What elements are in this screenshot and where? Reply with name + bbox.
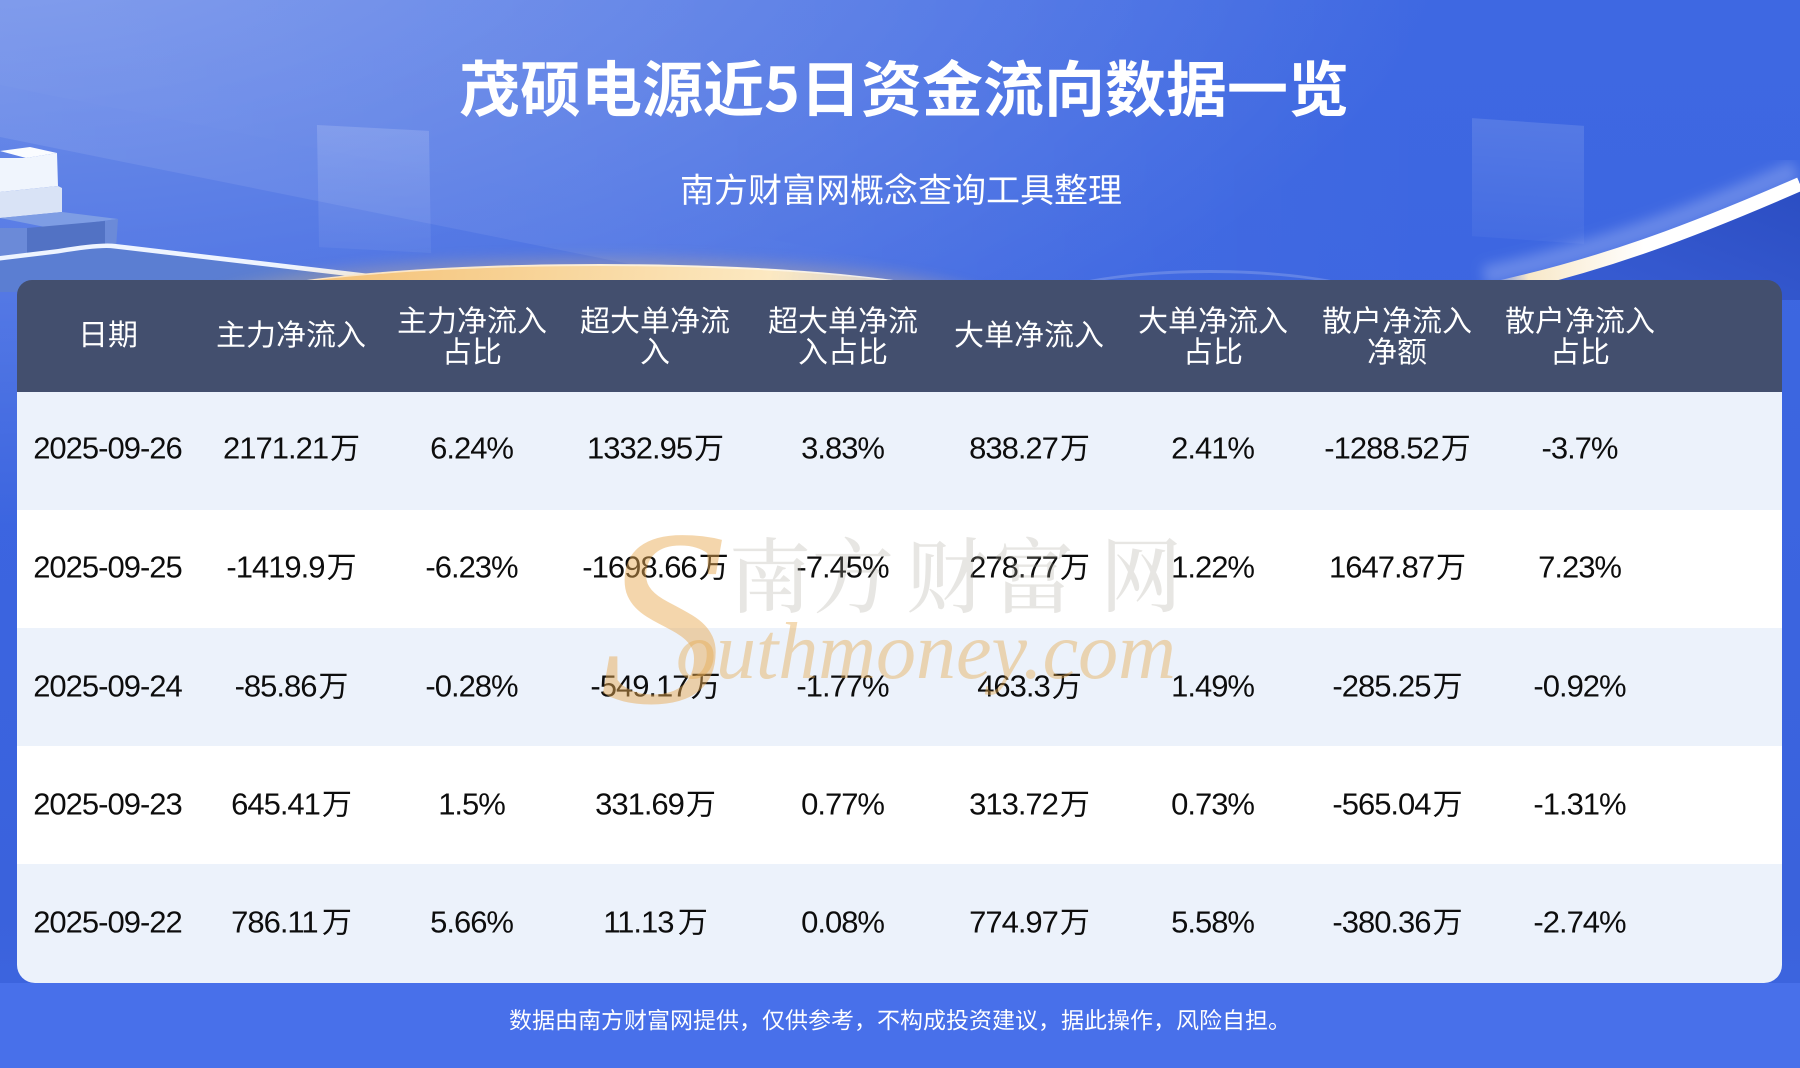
svg-text:-380.36: -380.36	[1332, 905, 1430, 940]
svg-text:0.08%: 0.08%	[801, 905, 884, 940]
svg-text:-1698.66: -1698.66	[582, 550, 696, 585]
svg-text:2.41%: 2.41%	[1171, 431, 1254, 466]
svg-text:11.13: 11.13	[603, 905, 673, 940]
svg-text:5.58%: 5.58%	[1171, 905, 1254, 940]
svg-text:1.49%: 1.49%	[1171, 669, 1254, 704]
svg-text:-1.77%: -1.77%	[796, 669, 889, 704]
svg-text:2025-09-26: 2025-09-26	[33, 431, 182, 466]
svg-text:786.11: 786.11	[231, 905, 318, 940]
svg-text:331.69: 331.69	[595, 787, 684, 822]
svg-text:-3.7%: -3.7%	[1542, 431, 1618, 466]
svg-text:-0.28%: -0.28%	[425, 669, 518, 704]
svg-text:5.66%: 5.66%	[430, 905, 513, 940]
svg-text:2025-09-22: 2025-09-22	[33, 905, 182, 940]
svg-text:-285.25: -285.25	[1332, 669, 1430, 704]
svg-text:774.97: 774.97	[969, 905, 1058, 940]
svg-text:1332.95: 1332.95	[587, 431, 692, 466]
svg-text:313.72: 313.72	[969, 787, 1058, 822]
svg-text:1.22%: 1.22%	[1171, 550, 1254, 585]
svg-text:S: S	[600, 477, 726, 757]
svg-text:645.41: 645.41	[231, 787, 320, 822]
svg-text:-1288.52: -1288.52	[1324, 431, 1438, 466]
svg-text:6.24%: 6.24%	[430, 431, 513, 466]
svg-text:1647.87: 1647.87	[1329, 550, 1434, 585]
svg-text:3.83%: 3.83%	[801, 431, 884, 466]
svg-text:-1419.9: -1419.9	[226, 550, 324, 585]
svg-text:0.73%: 0.73%	[1171, 787, 1254, 822]
svg-text:-6.23%: -6.23%	[425, 550, 518, 585]
svg-text:2171.21: 2171.21	[223, 431, 328, 466]
svg-text:2025-09-24: 2025-09-24	[33, 669, 182, 704]
svg-text:7.23%: 7.23%	[1538, 550, 1621, 585]
svg-text:463.3: 463.3	[977, 669, 1050, 704]
svg-text:2025-09-25: 2025-09-25	[33, 550, 182, 585]
svg-text:-2.74%: -2.74%	[1533, 905, 1626, 940]
svg-text:-85.86: -85.86	[235, 669, 317, 704]
svg-text:0.77%: 0.77%	[801, 787, 884, 822]
svg-text:-565.04: -565.04	[1332, 787, 1431, 822]
svg-text:838.27: 838.27	[969, 431, 1058, 466]
svg-text:2025-09-23: 2025-09-23	[33, 787, 182, 822]
svg-text:1.5%: 1.5%	[438, 787, 505, 822]
svg-text:outhmoney.com: outhmoney.com	[676, 608, 1176, 696]
svg-text:-0.92%: -0.92%	[1533, 669, 1626, 704]
svg-text:-1.31%: -1.31%	[1533, 787, 1626, 822]
svg-text:-549.17: -549.17	[590, 669, 688, 704]
